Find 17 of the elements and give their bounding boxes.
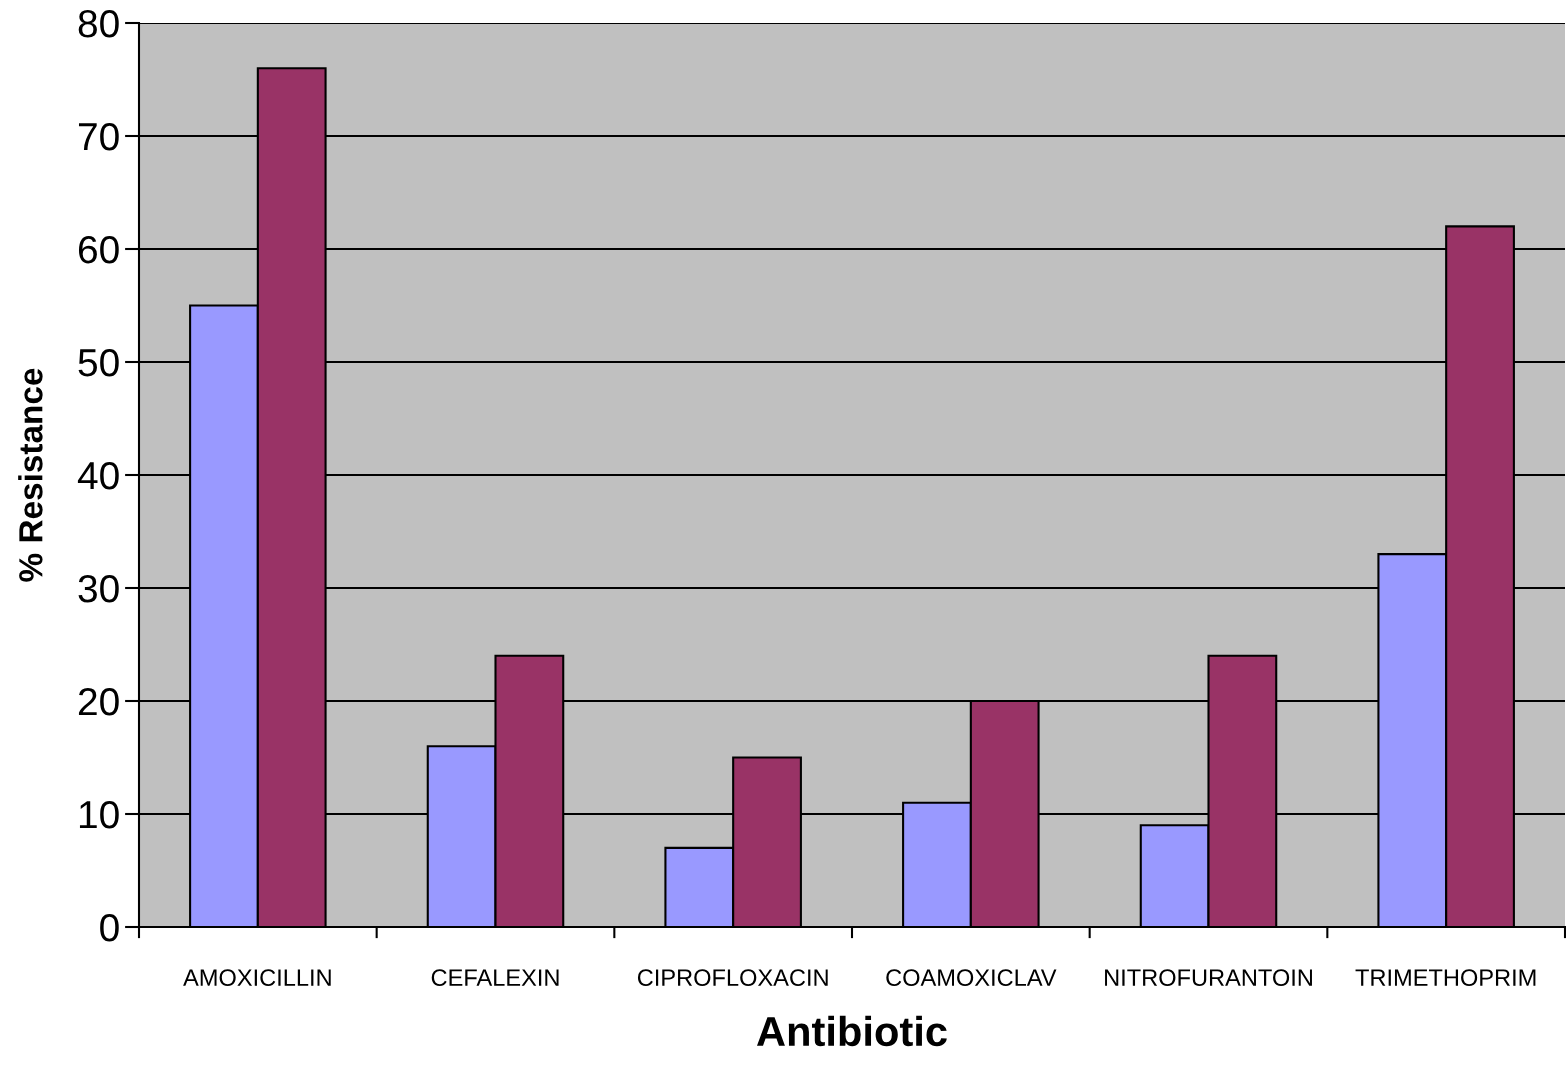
- y-tick-label: 60: [78, 235, 119, 264]
- x-tick-label: CIPROFLOXACIN: [637, 969, 828, 987]
- x-tick-label: TRIMETHOPRIM: [1355, 969, 1536, 987]
- y-tick-label: 30: [78, 574, 119, 603]
- x-tick-label: NITROFURANTOIN: [1105, 969, 1312, 987]
- x-axis-title: Antibiotic: [756, 1015, 947, 1047]
- x-tick-label: COAMOXICLAV: [886, 969, 1057, 987]
- y-axis-title: % Resistance: [18, 368, 43, 582]
- y-tick-label: 70: [78, 122, 119, 151]
- x-tick-label: CEFALEXIN: [431, 969, 559, 987]
- x-tick-label: AMOXICILLIN: [183, 969, 331, 987]
- y-tick-label: 20: [78, 687, 119, 716]
- y-tick-label: 0: [100, 913, 119, 942]
- y-tick-label: 50: [78, 348, 119, 377]
- y-tick-label: 40: [77, 461, 119, 490]
- y-tick-label: 10: [79, 800, 119, 829]
- y-tick-label: 80: [78, 9, 119, 38]
